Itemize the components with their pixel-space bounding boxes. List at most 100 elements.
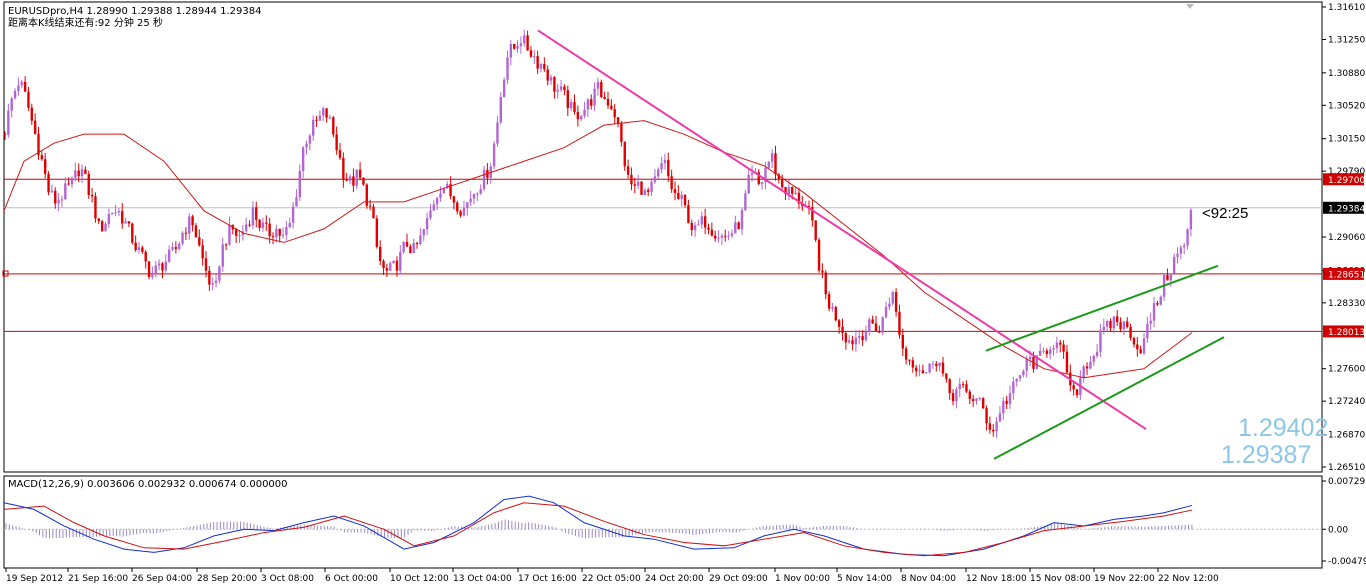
candle-body bbox=[27, 91, 30, 108]
candle-body bbox=[901, 334, 904, 349]
candle-body bbox=[131, 223, 134, 243]
candle-body bbox=[174, 247, 178, 249]
candle-body bbox=[157, 263, 161, 266]
candle-body bbox=[1062, 344, 1065, 352]
candle-body bbox=[720, 235, 724, 238]
price-tick-label: 1.29790 bbox=[1328, 167, 1365, 177]
price-tick-label: 1.31610 bbox=[1328, 3, 1365, 13]
candle-body bbox=[479, 188, 482, 194]
candle-body bbox=[1166, 275, 1169, 281]
time-tick-label: 8 Nov 04:00 bbox=[901, 574, 956, 584]
main-pane[interactable] bbox=[3, 1, 1323, 473]
price-tag-label: 1.28013 bbox=[1328, 328, 1365, 338]
chart-shift-marker[interactable] bbox=[1186, 4, 1194, 9]
candle-body bbox=[1159, 296, 1162, 305]
candle-body bbox=[965, 384, 968, 392]
candle-body bbox=[67, 183, 70, 185]
candle-body bbox=[1189, 210, 1193, 230]
candle-body bbox=[141, 247, 144, 252]
price-axis: 1.31610 1.31250 1.30880 1.30520 1.30150 1.297… bbox=[1322, 3, 1365, 473]
candle-body bbox=[851, 340, 854, 345]
candle-body bbox=[590, 99, 593, 106]
candle-body bbox=[265, 222, 268, 224]
trendline[interactable] bbox=[537, 29, 1147, 430]
candle-body bbox=[610, 105, 613, 110]
candle-body bbox=[1055, 342, 1059, 349]
candle-body bbox=[519, 43, 523, 47]
candle-body bbox=[342, 157, 345, 180]
candle-body bbox=[636, 181, 640, 186]
candle-body bbox=[764, 167, 767, 183]
candle-body bbox=[104, 224, 107, 232]
candle-body bbox=[17, 85, 20, 91]
candle-body bbox=[221, 244, 224, 267]
candle-body bbox=[556, 89, 559, 92]
candle-body bbox=[1172, 256, 1176, 274]
candle-body bbox=[245, 224, 248, 232]
candle-body bbox=[362, 177, 365, 185]
candle-body bbox=[643, 190, 647, 195]
time-tick-label: 3 Oct 08:00 bbox=[261, 574, 314, 584]
candle-body bbox=[117, 211, 121, 213]
time-tick-label: 19 Nov 22:00 bbox=[1094, 574, 1155, 584]
level-anchor[interactable] bbox=[2, 270, 9, 277]
candle-body bbox=[837, 320, 841, 327]
candle-body bbox=[425, 218, 429, 230]
candle-body bbox=[87, 173, 90, 195]
candle-body bbox=[600, 82, 603, 98]
candle-body bbox=[529, 50, 533, 57]
candle-body bbox=[1169, 273, 1172, 281]
candle-body bbox=[794, 192, 797, 194]
candle-body bbox=[372, 206, 375, 219]
candle-body bbox=[3, 134, 7, 136]
candle-body bbox=[744, 193, 747, 211]
candle-body bbox=[171, 247, 174, 250]
candle-body bbox=[395, 260, 399, 271]
candle-body bbox=[365, 184, 368, 206]
candle-body bbox=[151, 272, 154, 278]
candle-body bbox=[593, 88, 596, 106]
candle-body bbox=[241, 231, 245, 236]
candle-body bbox=[1015, 378, 1018, 382]
candle-body bbox=[214, 280, 218, 284]
candle-body bbox=[757, 172, 760, 185]
candle-body bbox=[60, 199, 64, 201]
candle-body bbox=[777, 174, 781, 180]
price-channel[interactable] bbox=[985, 264, 1225, 460]
time-tick-label: 24 Oct 20:00 bbox=[645, 574, 704, 584]
candle-body bbox=[961, 384, 965, 386]
candle-body bbox=[878, 331, 881, 333]
candle-body bbox=[23, 81, 27, 92]
candle-body bbox=[368, 205, 372, 207]
candle-body bbox=[1105, 321, 1109, 327]
candle-body bbox=[697, 224, 700, 226]
candle-body bbox=[680, 194, 683, 199]
candle-body bbox=[224, 244, 228, 246]
candle-body bbox=[392, 260, 395, 264]
candle-body bbox=[124, 221, 127, 224]
candle-body bbox=[429, 210, 432, 219]
candle-body bbox=[770, 153, 774, 162]
candle-body bbox=[606, 99, 610, 106]
price-tick-label: 1.30880 bbox=[1328, 69, 1365, 79]
candle-body bbox=[228, 224, 231, 245]
candle-body bbox=[298, 170, 301, 198]
candle-body bbox=[188, 216, 191, 234]
candle-body bbox=[328, 117, 332, 119]
candle-body bbox=[978, 398, 982, 400]
candle-body bbox=[958, 384, 961, 390]
candle-body bbox=[198, 237, 201, 246]
candle-body bbox=[1116, 316, 1119, 323]
horizontal-levels bbox=[4, 178, 1322, 332]
candle-body bbox=[1156, 303, 1159, 305]
price-tag-label: 1.29384 bbox=[1328, 204, 1365, 214]
candle-body bbox=[884, 306, 888, 318]
candle-body bbox=[288, 222, 291, 228]
candle-body bbox=[1018, 375, 1022, 379]
candle-body bbox=[499, 97, 502, 123]
candle-body bbox=[898, 311, 901, 335]
candle-body bbox=[918, 370, 921, 372]
candle-body bbox=[134, 242, 137, 250]
macd-axis: 0.007292 0.00 -0.004795 bbox=[1322, 477, 1366, 567]
